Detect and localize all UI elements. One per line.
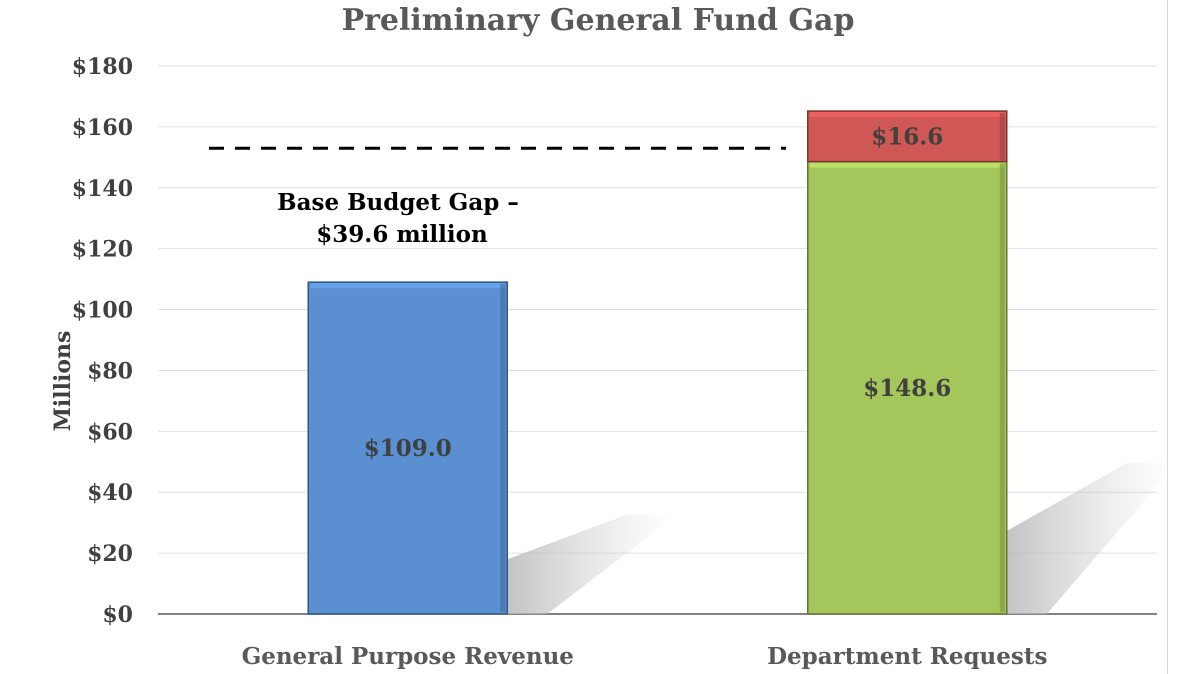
- bar-shadows: [507, 463, 1168, 614]
- data-label: $16.6: [871, 123, 943, 150]
- y-axis-ticks: $0 $20 $40 $60 $80 $100 $120 $140 $160 $180: [72, 54, 133, 628]
- chart-frame: Preliminary General Fund Gap Millions $0…: [50, 0, 1168, 674]
- data-label: $109.0: [364, 435, 452, 462]
- gap-annotation: Base Budget Gap – $39.6 million: [277, 189, 527, 248]
- y-tick-label: $20: [87, 541, 133, 567]
- bar-segment-edge: [500, 284, 506, 612]
- y-tick-label: $140: [72, 176, 133, 202]
- y-tick-label: $160: [72, 115, 133, 141]
- data-label: $148.6: [863, 375, 951, 402]
- y-tick-label: $180: [72, 54, 133, 80]
- y-tick-label: $120: [72, 237, 133, 263]
- bar-segment-highlight: [809, 112, 1005, 118]
- bar-segment-highlight: [809, 162, 1005, 168]
- category-labels: General Purpose Revenue Department Reques…: [242, 643, 1048, 670]
- bar-segment-edge: [999, 113, 1005, 160]
- y-tick-label: $100: [72, 298, 133, 324]
- gap-annotation-line-1: Base Budget Gap –: [277, 189, 519, 216]
- y-tick-label: $80: [87, 358, 133, 384]
- y-tick-label: $40: [87, 480, 133, 506]
- chart-title: Preliminary General Fund Gap: [342, 3, 855, 38]
- data-labels: $109.0 $148.6 $16.6: [364, 123, 952, 462]
- category-label: General Purpose Revenue: [242, 643, 574, 670]
- bar-shadow: [507, 514, 678, 614]
- bar-segment: [807, 160, 1008, 615]
- bar-segment-highlight: [310, 283, 506, 289]
- bar-shadow: [1006, 463, 1168, 614]
- y-tick-label: $0: [102, 602, 133, 628]
- bar-chart: Preliminary General Fund Gap Millions $0…: [50, 3, 1168, 670]
- bar-segment: [807, 110, 1008, 163]
- bar-segment-edge: [999, 163, 1005, 612]
- category-label: Department Requests: [767, 643, 1047, 670]
- bar-segment: [307, 281, 508, 615]
- y-tick-label: $60: [87, 419, 133, 445]
- bars: [307, 110, 1008, 615]
- y-axis-title: Millions: [50, 331, 76, 432]
- gap-annotation-line-2: $39.6 million: [316, 221, 488, 248]
